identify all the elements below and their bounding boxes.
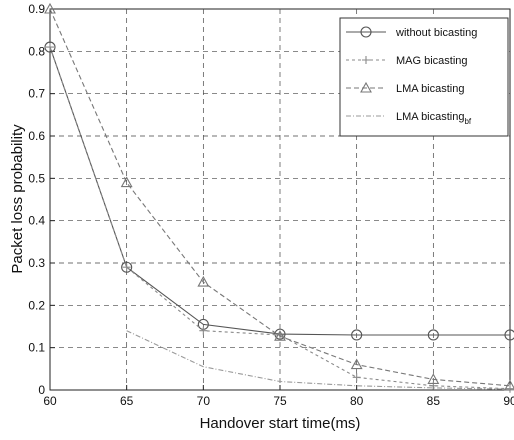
- legend-label: LMA bicastingbf: [396, 111, 472, 126]
- tick-labels: 60 65 70 75 80 85 90 0 0.1 0.2 0.3 0.4 0.5 0.6 0.7 0.8 0…: [28, 2, 514, 408]
- plus-marker: [352, 373, 361, 382]
- plus-marker: [46, 43, 54, 52]
- y-tick-label: 0.8: [28, 44, 45, 58]
- circle-marker: [274, 328, 286, 340]
- triangle-marker: [44, 2, 56, 14]
- triangle-marker: [504, 379, 514, 391]
- x-tick-label: 65: [120, 394, 134, 408]
- y-axis-label: Packet loss probability: [9, 124, 26, 274]
- triangle-marker: [120, 176, 133, 188]
- y-tick-label: 0.7: [28, 87, 45, 101]
- y-tick-label: 0.2: [28, 298, 45, 312]
- series-4: [126, 330, 511, 390]
- legend-label: MAG bicasting: [396, 55, 468, 67]
- circle-marker: [427, 329, 439, 341]
- plus-marker: [199, 326, 208, 335]
- triangle-marker: [427, 373, 440, 384]
- legend-entry-1: without bicasting: [346, 26, 477, 39]
- x-tick-label: 60: [43, 394, 57, 408]
- series-line: [126, 330, 511, 390]
- circle-marker: [44, 41, 56, 53]
- circle-marker: [351, 329, 363, 341]
- y-tick-label: 0: [38, 383, 45, 397]
- series-layer: [44, 2, 514, 393]
- legend-entry-3: LMA bicasting: [346, 81, 464, 95]
- triangle-marker: [197, 275, 210, 287]
- x-tick-label: 90: [503, 394, 514, 408]
- y-tick-label: 0.9: [28, 2, 45, 16]
- legend-entry-4: LMA bicastingbf: [346, 111, 472, 126]
- legend-label: without bicasting: [395, 27, 477, 39]
- series-line: [49, 8, 511, 387]
- y-tick-label: 0.1: [28, 341, 45, 355]
- y-tick-label: 0.3: [28, 256, 45, 270]
- y-tick-label: 0.6: [28, 129, 45, 143]
- triangle-marker: [274, 330, 286, 341]
- legend: without bicasting MAG bicasting LMA bicast…: [339, 17, 509, 137]
- legend-entry-2: MAG bicasting: [346, 55, 468, 67]
- triangle-marker: [350, 358, 363, 370]
- triangle-marker: [360, 81, 372, 93]
- y-tick-label: 0.4: [28, 214, 45, 228]
- legend-label: LMA bicasting: [396, 83, 464, 95]
- series-2: [46, 43, 514, 393]
- circle-marker: [121, 261, 133, 273]
- x-axis-label: Handover start time(ms): [200, 415, 361, 432]
- circle-marker: [360, 26, 372, 38]
- plus-marker: [122, 263, 131, 272]
- legend-label-subscript: bf: [464, 117, 471, 126]
- x-tick-label: 75: [273, 394, 287, 408]
- y-tick-label: 0.5: [28, 171, 45, 185]
- circle-marker: [504, 329, 514, 341]
- x-tick-label: 70: [197, 394, 211, 408]
- x-tick-label: 80: [350, 394, 364, 408]
- x-tick-label: 85: [427, 394, 441, 408]
- plus-marker: [362, 56, 370, 64]
- series-3: [44, 2, 514, 391]
